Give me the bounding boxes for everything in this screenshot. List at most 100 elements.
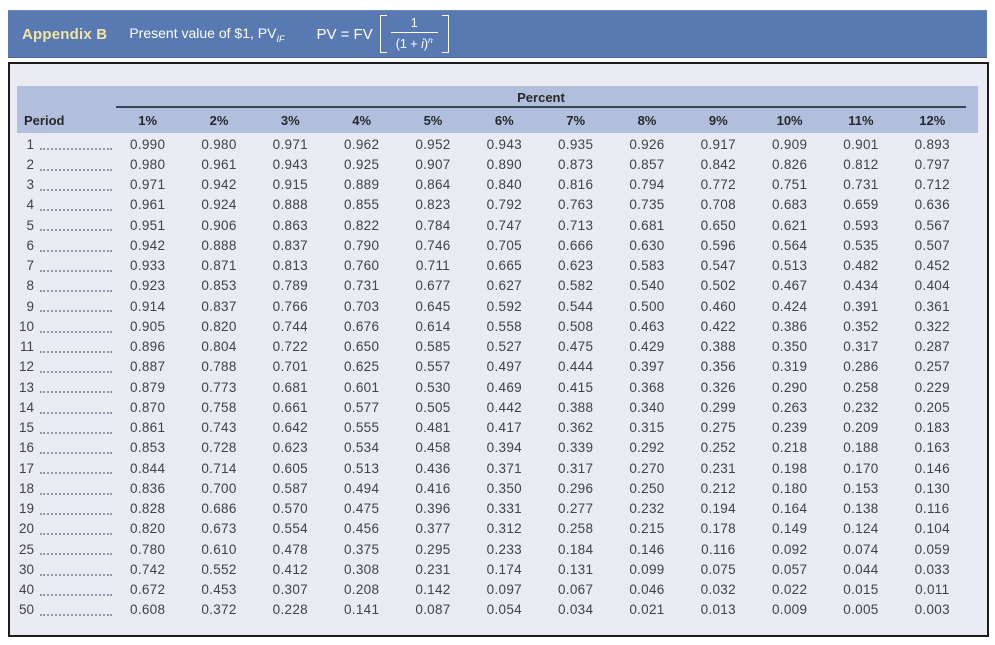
pv-factor-cell: 0.672 (130, 582, 166, 598)
dot-leader (40, 229, 112, 232)
pv-factor-cell: 0.926 (629, 136, 665, 152)
pv-factor-cell: 0.751 (771, 177, 808, 193)
pv-factor-cell: 0.178 (700, 521, 736, 537)
pv-factor-cell: 0.826 (771, 156, 808, 172)
pv-factor-cell: 0.567 (914, 217, 950, 233)
pv-factor-cell: 0.534 (344, 440, 380, 456)
pv-factor-cell: 0.896 (130, 339, 166, 355)
pv-factor-cell: 0.608 (130, 602, 166, 618)
pv-factor-cell: 0.315 (629, 420, 665, 436)
pv-factor-cell: 0.888 (272, 197, 308, 213)
pv-factor-cell: 0.131 (557, 561, 594, 577)
table-row: 6 0.942 0.888 0.837 0.790 0.746 0.705 0.666 0.63… (10, 235, 987, 255)
pv-factor-cell: 0.961 (201, 156, 237, 172)
table-body: 1 0.990 0.980 0.971 0.962 0.952 0.943 0.935 0.92… (10, 134, 987, 620)
pv-factor-cell: 0.116 (915, 501, 950, 517)
pv-factor-cell: 0.760 (344, 258, 380, 274)
pv-factor-cell: 0.708 (700, 197, 736, 213)
pv-factor-cell: 0.218 (771, 440, 808, 456)
page-title-subscript: IF (276, 33, 285, 44)
pv-factor-cell: 0.552 (201, 561, 237, 577)
pv-table: Percent Period 1% 2% 3% 4% 5% 6% 7% 8% 9% 10% 11% 1… (8, 62, 989, 637)
pv-factor-cell: 0.686 (201, 501, 237, 517)
pv-factor-cell: 0.209 (843, 420, 879, 436)
pv-factor-cell: 0.352 (843, 318, 879, 334)
pv-factor-cell: 0.013 (700, 602, 736, 618)
pv-factor-cell: 0.258 (843, 379, 879, 395)
pv-factor-cell: 0.642 (272, 420, 308, 436)
pv-factor-cell: 0.873 (557, 156, 594, 172)
table-row: 40 0.672 0.453 0.307 0.208 0.142 0.097 0.067 0.0… (10, 580, 987, 600)
pv-factor-cell: 0.350 (771, 339, 808, 355)
pv-factor-cell: 0.258 (557, 521, 594, 537)
pv-factor-cell: 0.557 (415, 359, 451, 375)
pv-factor-cell: 0.554 (272, 521, 308, 537)
pv-factor-cell: 0.925 (344, 156, 380, 172)
pv-factor-cell: 0.703 (344, 298, 380, 314)
pv-factor-cell: 0.180 (771, 480, 808, 496)
table-row: 3 0.971 0.942 0.915 0.889 0.864 0.840 0.816 0.79… (10, 175, 987, 195)
table-row: 25 0.780 0.610 0.478 0.375 0.295 0.233 0.184 0.1… (10, 539, 987, 559)
pv-factor-cell: 0.067 (557, 582, 594, 598)
pv-factor-cell: 0.481 (415, 420, 451, 436)
pv-factor-cell: 0.153 (843, 480, 879, 496)
pv-factor-cell: 0.232 (629, 501, 665, 517)
pv-factor-cell: 0.475 (344, 501, 380, 517)
pv-factor-cell: 0.059 (914, 541, 950, 557)
pv-factor-cell: 0.054 (486, 602, 522, 618)
pv-factor-cell: 0.857 (629, 156, 665, 172)
rate-column-header: 3% (280, 113, 300, 128)
pv-factor-cell: 0.766 (272, 298, 308, 314)
pv-factor-cell: 0.596 (700, 237, 736, 253)
pv-factor-cell: 0.813 (272, 258, 308, 274)
pv-factor-cell: 0.683 (771, 197, 808, 213)
pv-factor-cell: 0.933 (130, 258, 166, 274)
pv-factor-cell: 0.780 (130, 541, 166, 557)
pv-factor-cell: 0.772 (700, 177, 736, 193)
pv-factor-cell: 0.170 (843, 460, 879, 476)
pv-factor-cell: 0.371 (486, 460, 522, 476)
pv-factor-cell: 0.570 (272, 501, 308, 517)
pv-factor-cell: 0.232 (843, 399, 879, 415)
pv-factor-cell: 0.478 (272, 541, 308, 557)
title-band: Appendix B Present value of $1, PVIF PV … (8, 10, 987, 58)
pv-factor-cell: 0.743 (201, 420, 237, 436)
pv-factor-cell: 0.879 (130, 379, 166, 395)
pv-factor-cell: 0.712 (914, 177, 950, 193)
pv-factor-cell: 0.923 (130, 278, 166, 294)
pv-factor-cell: 0.252 (700, 440, 736, 456)
pv-factor-cell: 0.388 (557, 399, 594, 415)
table-row: 18 0.836 0.700 0.587 0.494 0.416 0.350 0.296 0.2… (10, 478, 987, 498)
pv-factor-cell: 0.676 (344, 318, 380, 334)
pv-factor-cell: 0.828 (130, 501, 166, 517)
pv-factor-cell: 0.820 (201, 318, 237, 334)
period-value: 2 (26, 156, 34, 172)
pv-factor-cell: 0.790 (344, 237, 380, 253)
period-value: 4 (26, 197, 34, 213)
fraction-denominator: (1 + i)n (390, 32, 438, 51)
table-row: 50 0.608 0.372 0.228 0.141 0.087 0.054 0.034 0.0… (10, 600, 987, 620)
pv-factor-cell: 0.412 (272, 561, 308, 577)
pv-factor-cell: 0.700 (201, 480, 237, 496)
table-row: 11 0.896 0.804 0.722 0.650 0.585 0.527 0.475 0.4… (10, 337, 987, 357)
dot-leader (40, 391, 112, 394)
dot-leader (40, 310, 112, 313)
table-row: 4 0.961 0.924 0.888 0.855 0.823 0.792 0.763 0.73… (10, 195, 987, 215)
pv-factor-cell: 0.961 (130, 197, 166, 213)
pv-factor-cell: 0.784 (415, 217, 451, 233)
table-row: 19 0.828 0.686 0.570 0.475 0.396 0.331 0.277 0.2… (10, 499, 987, 519)
pv-factor-cell: 0.812 (843, 156, 879, 172)
pv-factor-cell: 0.164 (771, 501, 808, 517)
pv-factor-cell: 0.286 (843, 359, 879, 375)
pv-factor-cell: 0.142 (415, 582, 451, 598)
pv-factor-cell: 0.746 (415, 237, 451, 253)
pv-factor-cell: 0.889 (344, 177, 380, 193)
pv-factor-cell: 0.592 (486, 298, 522, 314)
pv-factor-cell: 0.092 (771, 541, 808, 557)
pv-factor-cell: 0.184 (557, 541, 594, 557)
pv-factor-cell: 0.146 (914, 460, 950, 476)
pv-factor-cell: 0.319 (771, 359, 808, 375)
pv-factor-cell: 0.377 (415, 521, 451, 537)
pv-factor-cell: 0.188 (843, 440, 879, 456)
pv-factor-cell: 0.722 (272, 339, 308, 355)
